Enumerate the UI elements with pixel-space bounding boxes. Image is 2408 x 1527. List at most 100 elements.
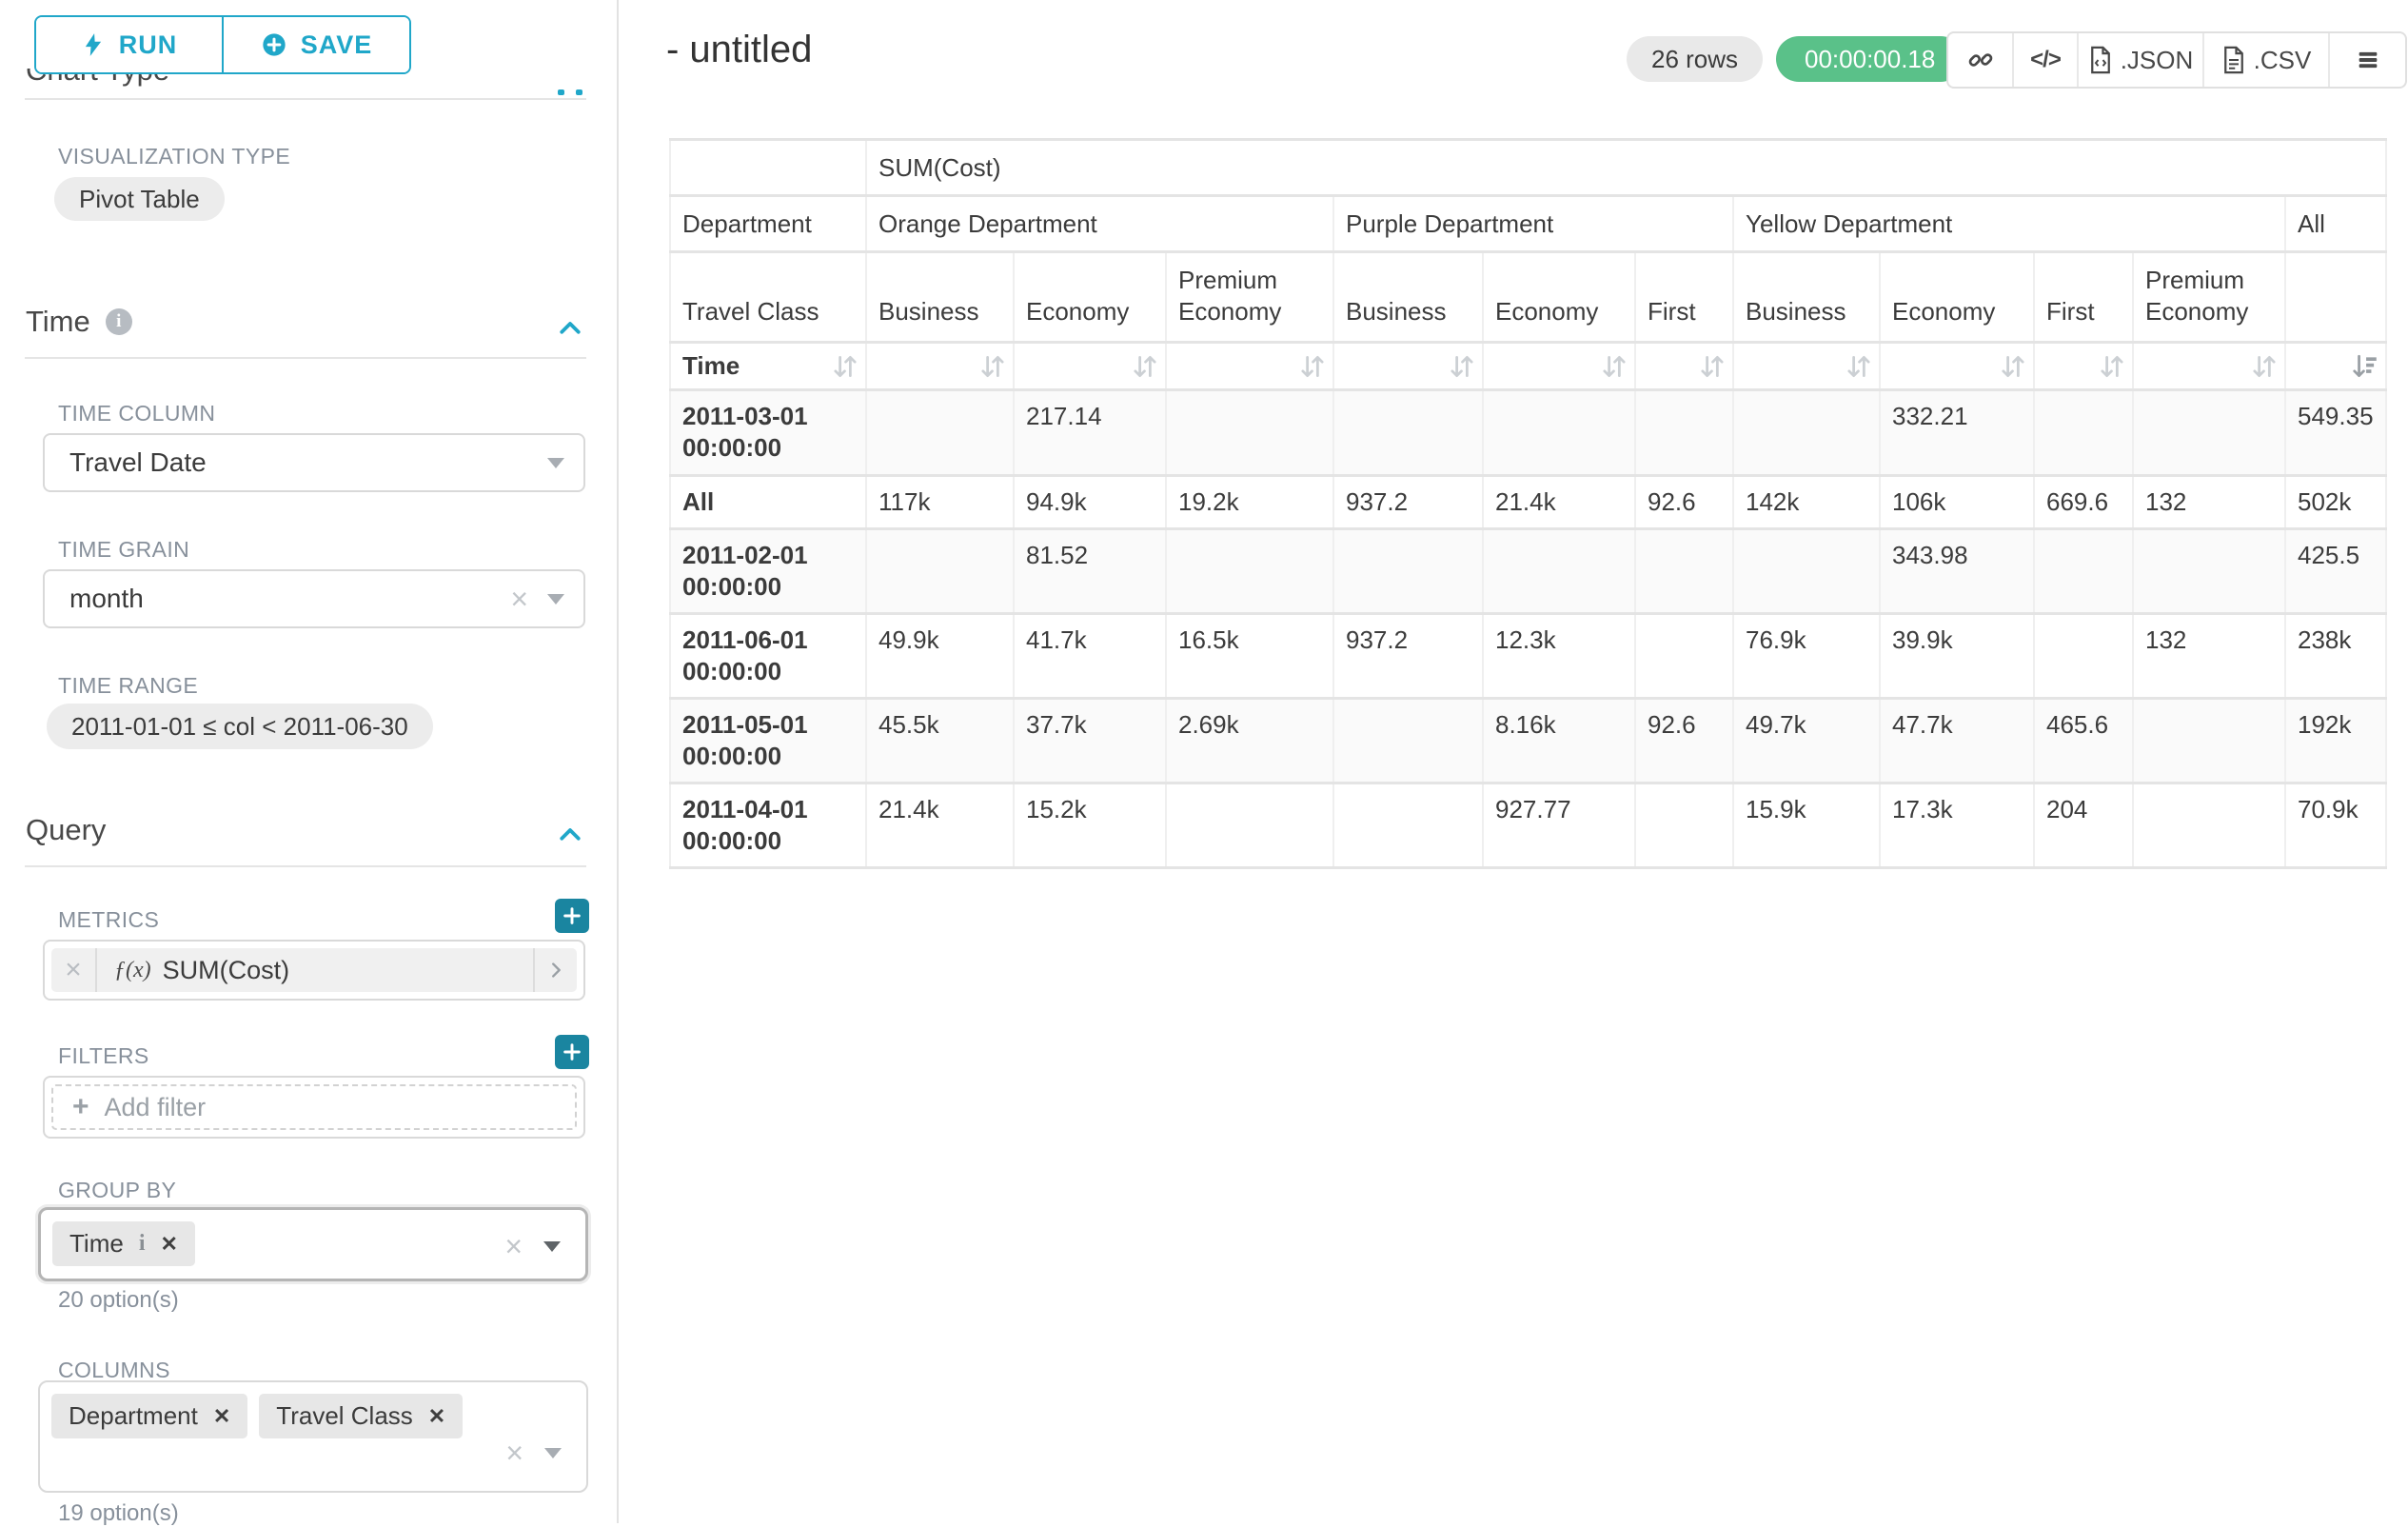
pivot-cell: 45.5k bbox=[865, 697, 1015, 784]
pivot-sort-cell bbox=[1634, 341, 1734, 391]
table-row: 2011-05-01 00:00:00 45.5k 37.7k 2.69k 8.16k 9… bbox=[669, 697, 2388, 784]
sort-icon[interactable] bbox=[978, 352, 1007, 381]
permalink-button[interactable] bbox=[1948, 33, 2012, 87]
query-section-title: Query bbox=[26, 813, 107, 846]
group-by-select[interactable]: Time i ✕ × bbox=[38, 1207, 588, 1281]
clear-icon[interactable]: × bbox=[510, 582, 528, 616]
plus-circle-icon bbox=[261, 31, 287, 58]
control-panel: RUN SAVE Chart Type VISUALIZATION TYPE P… bbox=[0, 0, 617, 1526]
pivot-cell: 204 bbox=[2033, 782, 2134, 869]
export-csv-button[interactable]: .CSV bbox=[2202, 33, 2328, 87]
pivot-cell: 669.6 bbox=[2033, 474, 2134, 530]
export-json-button[interactable]: .JSON bbox=[2077, 33, 2202, 87]
pivot-cell: 142k bbox=[1732, 474, 1881, 530]
bolt-icon bbox=[81, 32, 106, 57]
pivot-cell bbox=[1165, 388, 1334, 477]
chevron-up-icon[interactable] bbox=[558, 89, 590, 97]
pivot-subcolumn-header: Premium Economy bbox=[2132, 250, 2286, 344]
pivot-cell bbox=[1332, 782, 1484, 869]
pivot-cell: 47.7k bbox=[1879, 697, 2035, 784]
time-range-label: TIME RANGE bbox=[58, 673, 199, 698]
table-row: All 117k 94.9k 19.2k 937.2 21.4k 92.6 142k 106k 6… bbox=[669, 474, 2388, 530]
pivot-row-key: 2011-03-01 00:00:00 bbox=[669, 388, 867, 477]
pivot-cell: 49.7k bbox=[1732, 697, 1881, 784]
visualization-type-value[interactable]: Pivot Table bbox=[54, 177, 225, 221]
remove-icon[interactable]: ✕ bbox=[160, 1231, 178, 1256]
pivot-cell: 502k bbox=[2283, 474, 2388, 530]
chevron-up-icon[interactable] bbox=[556, 821, 584, 849]
sort-icon[interactable] bbox=[1845, 352, 1873, 381]
metric-chip[interactable]: × ƒ(x) SUM(Cost) bbox=[51, 948, 577, 992]
metrics-label: METRICS bbox=[58, 907, 160, 932]
sort-icon[interactable] bbox=[1600, 352, 1628, 381]
remove-icon[interactable]: × bbox=[51, 948, 97, 992]
time-section-header: Time i bbox=[26, 305, 132, 339]
columns-chip[interactable]: Department ✕ bbox=[51, 1394, 248, 1438]
sort-icon[interactable] bbox=[1298, 352, 1327, 381]
chevron-up-icon[interactable] bbox=[556, 314, 584, 343]
pivot-cell: 15.9k bbox=[1732, 782, 1881, 869]
add-metric-button[interactable] bbox=[555, 899, 589, 933]
run-button-label: RUN bbox=[118, 30, 178, 59]
add-filter-plus-button[interactable] bbox=[555, 1035, 589, 1069]
chip-label: Travel Class bbox=[276, 1401, 413, 1430]
pivot-cell bbox=[1332, 527, 1484, 615]
menu-icon bbox=[2355, 47, 2381, 73]
columns-select[interactable]: Department ✕ Travel Class ✕ × bbox=[38, 1380, 588, 1493]
pivot-cell: 21.4k bbox=[1482, 474, 1636, 530]
pivot-sort-cell bbox=[1165, 341, 1334, 391]
pivot-cell: 92.6 bbox=[1634, 697, 1734, 784]
pivot-subcolumn-header: Economy bbox=[1879, 250, 2035, 344]
pivot-cell bbox=[1732, 527, 1881, 615]
function-icon: ƒ(x) bbox=[114, 957, 151, 982]
time-column-select[interactable]: Travel Date bbox=[43, 433, 585, 492]
save-button[interactable]: SAVE bbox=[222, 17, 409, 72]
pivot-cell bbox=[1634, 527, 1734, 615]
pivot-cell: 17.3k bbox=[1879, 782, 2035, 869]
divider bbox=[25, 865, 586, 867]
sort-icon[interactable] bbox=[2250, 352, 2279, 381]
columns-chip[interactable]: Travel Class ✕ bbox=[259, 1394, 464, 1438]
time-column-value: Travel Date bbox=[69, 447, 207, 477]
pivot-cell: 8.16k bbox=[1482, 697, 1636, 784]
pivot-cell: 94.9k bbox=[1013, 474, 1167, 530]
pivot-cell: 2.69k bbox=[1165, 697, 1334, 784]
chevron-right-icon[interactable] bbox=[533, 948, 577, 992]
remove-icon[interactable]: ✕ bbox=[212, 1403, 231, 1428]
metric-chip-label: SUM(Cost) bbox=[162, 955, 290, 984]
pivot-cell: 192k bbox=[2283, 697, 2388, 784]
clear-icon[interactable]: × bbox=[505, 1436, 523, 1470]
pivot-cell: 106k bbox=[1879, 474, 2035, 530]
time-grain-select[interactable]: month × bbox=[43, 569, 585, 628]
more-options-button[interactable] bbox=[2328, 33, 2405, 87]
pivot-sort-cell bbox=[1332, 341, 1484, 391]
clear-icon[interactable]: × bbox=[504, 1229, 523, 1263]
run-button[interactable]: RUN bbox=[36, 17, 222, 72]
pivot-cell: 81.52 bbox=[1013, 527, 1167, 615]
group-by-chip[interactable]: Time i ✕ bbox=[52, 1221, 195, 1266]
pivot-cell bbox=[2132, 388, 2286, 477]
caret-down-icon bbox=[547, 457, 564, 468]
sort-icon[interactable] bbox=[1131, 352, 1159, 381]
pivot-metric-header: SUM(Cost) bbox=[864, 138, 2388, 197]
add-icon bbox=[562, 905, 582, 926]
remove-icon[interactable]: ✕ bbox=[427, 1403, 446, 1428]
pivot-sort-cell bbox=[1482, 341, 1636, 391]
chip-label: Department bbox=[69, 1401, 198, 1430]
sort-desc-icon[interactable] bbox=[2351, 352, 2379, 381]
pivot-sort-cell bbox=[2033, 341, 2134, 391]
sort-icon[interactable] bbox=[831, 352, 859, 381]
save-button-label: SAVE bbox=[300, 30, 373, 59]
table-row: 2011-02-01 00:00:00 81.52 343.98 425.5 bbox=[669, 527, 2388, 615]
view-query-button[interactable]: </> bbox=[2012, 33, 2077, 87]
pivot-cell bbox=[2132, 527, 2286, 615]
sort-icon[interactable] bbox=[2098, 352, 2126, 381]
pivot-cell: 332.21 bbox=[1879, 388, 2035, 477]
sort-icon[interactable] bbox=[1999, 352, 2027, 381]
add-filter-button[interactable]: + Add filter bbox=[51, 1084, 577, 1130]
time-range-value[interactable]: 2011-01-01 ≤ col < 2011-06-30 bbox=[47, 704, 433, 749]
export-csv-label: .CSV bbox=[2253, 45, 2312, 74]
sort-icon[interactable] bbox=[1448, 352, 1476, 381]
sort-icon[interactable] bbox=[1698, 352, 1727, 381]
pivot-cell: 425.5 bbox=[2283, 527, 2388, 615]
